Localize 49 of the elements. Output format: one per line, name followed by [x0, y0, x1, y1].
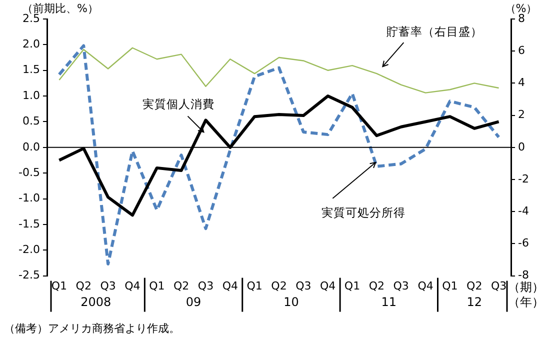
y2-tick-label: -6: [518, 236, 529, 250]
text: （備考）アメリカ商務省より作成。: [4, 322, 180, 335]
y-tick-label: 0.0: [22, 140, 40, 154]
x-tick-label: Q1: [442, 279, 458, 292]
x-tick-label: Q4: [320, 279, 336, 292]
y2-tick-label: 2: [518, 108, 525, 122]
x-tick-label: Q4: [222, 279, 238, 292]
text: （期）: [508, 280, 543, 294]
text: 貯蓄率（右目盛）: [386, 24, 483, 39]
x-tick-label: Q3: [198, 279, 214, 292]
series-label: 実質個人消費: [142, 97, 215, 112]
x-tick-label: Q1: [344, 279, 360, 292]
y-tick-label: -1.0: [18, 192, 40, 205]
y2-tick-label: -8: [518, 268, 529, 282]
y2-tick-label: -4: [518, 204, 529, 218]
x-tick-label: Q1: [246, 279, 262, 292]
x-tick-label: Q3: [393, 279, 409, 292]
y-tick-label: -0.5: [18, 166, 40, 179]
x-tick-label: Q2: [271, 279, 287, 292]
text: 10: [284, 294, 299, 309]
y-tick-label: -1.5: [18, 217, 40, 230]
x-tick-label: Q2: [173, 279, 190, 292]
y-axis-title: （前期比、%）: [22, 2, 98, 15]
y-tick-label: 1.0: [22, 88, 40, 102]
y-tick-label: -2.0: [18, 242, 40, 256]
x-tick-label: Q2: [368, 279, 385, 292]
y-tick-label: 0.5: [22, 114, 40, 128]
x-tick-label: Q3: [100, 279, 116, 292]
x-tick-label: Q1: [51, 279, 68, 292]
text: 09: [186, 294, 202, 309]
y2-tick-label: -2: [518, 172, 529, 186]
text: 2008: [80, 294, 112, 309]
y2-tick-label: 6: [518, 44, 525, 57]
x-tick-label: Q4: [418, 279, 434, 292]
x-tick-label: Q2: [466, 279, 482, 292]
x-tick-label: Q1: [149, 279, 165, 292]
x-tick-label: Q3: [296, 279, 312, 292]
x-tick-label: Q4: [124, 279, 140, 292]
y2-tick-label: 4: [518, 76, 525, 90]
y2-tick-label: 0: [518, 140, 525, 154]
y-tick-label: -2.5: [18, 268, 40, 282]
x-tick-label: Q3: [490, 279, 507, 292]
y-tick-label: 1.5: [22, 63, 40, 76]
text: 実質可処分所得: [322, 205, 406, 220]
text: 11: [381, 294, 397, 309]
text: 12: [466, 294, 482, 309]
x-tick-label: Q2: [76, 279, 92, 292]
y-tick-label: 2.0: [22, 38, 40, 51]
text: （年）: [508, 294, 543, 309]
